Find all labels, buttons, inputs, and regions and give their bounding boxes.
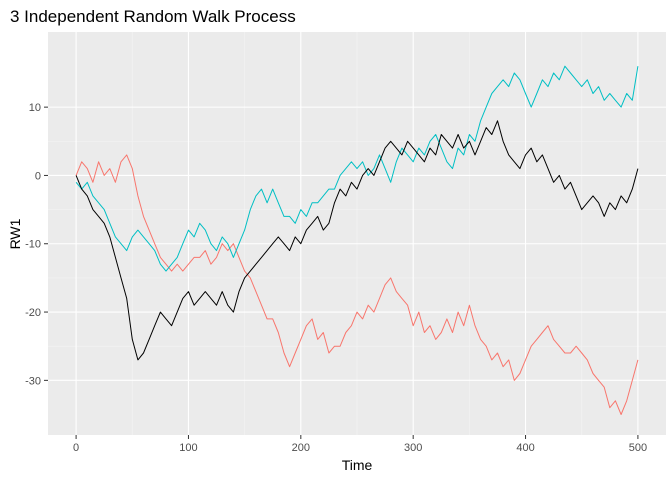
y-tick-label: -30 xyxy=(25,375,41,387)
x-tick-labels: 0 100 200 300 400 500 xyxy=(73,442,647,454)
x-tick-label: 400 xyxy=(516,442,534,454)
x-tick-label: 0 xyxy=(73,442,79,454)
series-line-2 xyxy=(75,65,639,272)
series-line-3 xyxy=(75,120,639,361)
y-axis-title: RW1 xyxy=(7,218,23,249)
chart-title: 3 Independent Random Walk Process xyxy=(10,7,296,26)
minor-gridlines xyxy=(48,32,666,435)
axis-ticks xyxy=(44,106,639,439)
x-tick-label: 100 xyxy=(179,442,197,454)
x-axis-title: Time xyxy=(342,457,373,473)
series-line-1 xyxy=(75,154,639,415)
x-tick-label: 300 xyxy=(404,442,422,454)
series-layer xyxy=(75,65,639,415)
y-tick-label: 10 xyxy=(29,102,41,114)
x-tick-label: 200 xyxy=(292,442,310,454)
y-tick-labels: -30 -20 -10 0 10 xyxy=(25,102,41,387)
y-tick-label: -20 xyxy=(25,307,41,319)
x-tick-label: 500 xyxy=(629,442,647,454)
y-tick-label: 0 xyxy=(35,170,41,182)
y-tick-label: -10 xyxy=(25,239,41,251)
major-gridlines xyxy=(48,32,666,435)
